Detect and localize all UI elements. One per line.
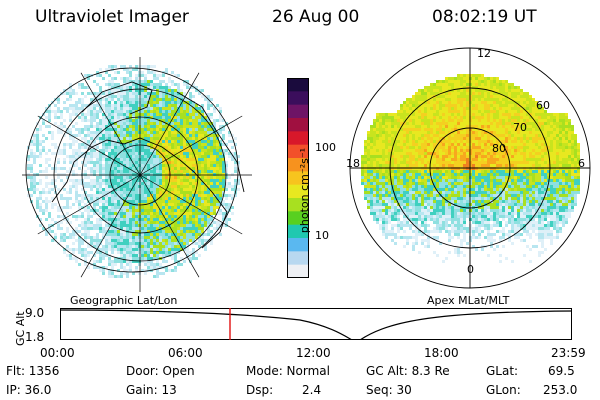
date-text: 26 Aug 00 (272, 7, 360, 27)
ip-value: IP: 36.0 (6, 383, 52, 397)
mode-status: Mode: Normal (246, 364, 330, 378)
geographic-caption: Geographic Lat/Lon (70, 294, 178, 307)
alt-tick-9: 9.0 (25, 306, 45, 320)
mlt-label-0: 0 (467, 263, 474, 276)
colorbar-segment (287, 158, 309, 172)
instrument-title: Ultraviolet Imager (35, 7, 189, 27)
colorbar-segment (287, 118, 309, 132)
mlat-label-70: 70 (513, 121, 527, 134)
altitude-strip (60, 308, 572, 340)
color-bar (287, 78, 309, 278)
geographic-image (22, 57, 252, 292)
mlt-label-18: 18 (346, 157, 360, 170)
glat-label: GLat: (486, 364, 519, 378)
meridian-line (80, 174, 141, 278)
lat-circle (25, 67, 239, 273)
x-tick-2359: 23:59 (551, 346, 586, 360)
coastline (51, 81, 245, 249)
glon-value: 253.0 (543, 383, 578, 397)
time-text: 08:02:19 UT (432, 7, 537, 27)
apex-caption: Apex MLat/MLT (427, 294, 510, 307)
mlt-label-6: 6 (578, 157, 585, 170)
aurora-pixels (24, 65, 240, 278)
colorbar-segment (287, 224, 309, 239)
door-status: Door: Open (126, 364, 195, 378)
colorbar-segment (287, 144, 309, 159)
meridian-line (139, 174, 243, 235)
meridian-line (139, 115, 243, 176)
mlat-label-60: 60 (536, 99, 550, 112)
colorbar-segment (287, 264, 309, 278)
x-tick-0600: 06:00 (168, 346, 203, 360)
glon-label: GLon: (486, 383, 521, 397)
colorbar-segment (287, 131, 309, 146)
aurora-pixels (361, 74, 580, 278)
colorbar-segment (287, 211, 309, 226)
gain-value: Gain: 13 (126, 383, 177, 397)
colorbar-segment (287, 238, 309, 252)
mlt-label-12: 12 (477, 47, 491, 60)
colorbar-segment (287, 78, 309, 92)
meridian-line (80, 72, 141, 176)
x-tick-0000: 00:00 (40, 346, 75, 360)
colorbar-unit-label: photon cm⁻²s⁻¹ (298, 147, 312, 234)
colorbar-segment (287, 171, 309, 186)
altitude-curve (60, 309, 572, 340)
x-tick-1200: 12:00 (296, 346, 331, 360)
flight-number: Flt: 1356 (6, 364, 60, 378)
dsp-label: Dsp: (246, 383, 274, 397)
glat-value: 69.5 (548, 364, 575, 378)
x-tick-1800: 18:00 (424, 346, 459, 360)
meridian-line (37, 115, 141, 176)
alt-tick-1.8: 1.8 (25, 330, 45, 344)
meridian-line (37, 174, 141, 235)
colorbar-segment (287, 91, 309, 106)
gc-altitude: GC Alt: 8.3 Re (366, 364, 450, 378)
sequence-number: Seq: 30 (366, 383, 412, 397)
colorbar-segment (287, 184, 309, 199)
colorbar-tick-10: 10 (315, 229, 329, 242)
meridian-line (139, 174, 200, 278)
colorbar-segment (287, 198, 309, 212)
colorbar-segment (287, 251, 309, 266)
colorbar-segment (287, 104, 309, 119)
polar-mlt-plot (349, 47, 591, 289)
dsp-value: 2.4 (302, 383, 322, 397)
mlat-label-80: 80 (492, 142, 506, 155)
meridian-line (139, 72, 200, 176)
colorbar-frame (287, 78, 309, 278)
colorbar-tick-100: 100 (315, 141, 336, 154)
